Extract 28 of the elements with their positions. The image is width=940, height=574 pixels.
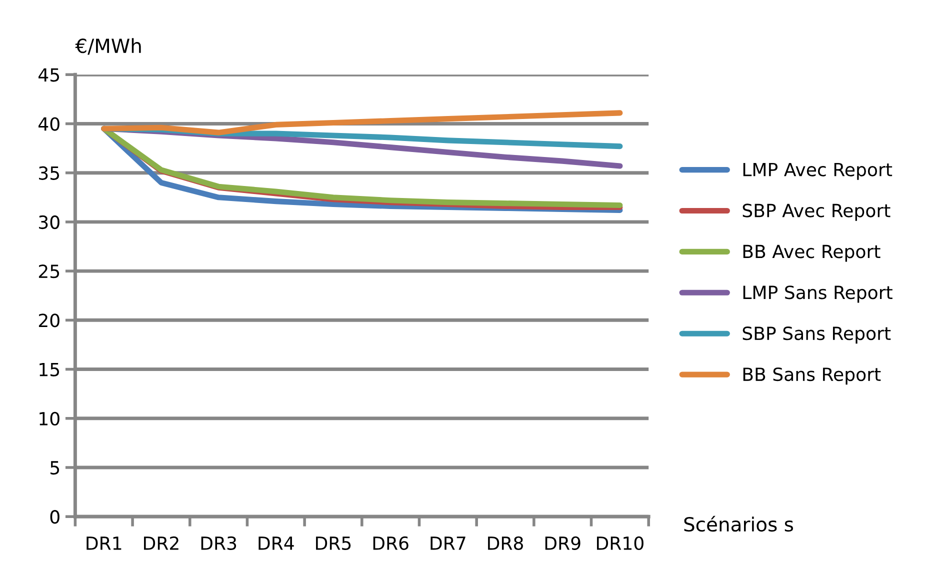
y-tick-label: 25 <box>38 264 60 278</box>
y-tick-label: 5 <box>50 461 60 475</box>
y-tick-label: 20 <box>38 314 60 328</box>
x-tick-label: DR6 <box>373 536 408 550</box>
x-tick-label: DR5 <box>316 536 351 550</box>
x-axis-title: Scénarios s <box>684 516 794 532</box>
x-tick-label: DR8 <box>488 536 523 550</box>
x-tick-label: DR9 <box>545 536 580 550</box>
x-tick-label: DR3 <box>201 536 236 550</box>
y-tick-label: 30 <box>39 215 60 230</box>
y-tick-label: 40 <box>38 117 60 131</box>
x-tick-label: DR10 <box>596 536 644 550</box>
y-tick-label: 0 <box>50 510 60 524</box>
y-tick-label: 45 <box>38 68 60 82</box>
legend-label: LMP Avec Report <box>743 162 892 180</box>
y-axis-title: €/MWh <box>75 38 141 55</box>
legend-label: BB Sans Report <box>743 367 881 385</box>
legend-label: SBP Avec Report <box>742 204 890 221</box>
legend-label: BB Avec Report <box>743 244 880 262</box>
x-tick-label: DR4 <box>258 536 294 550</box>
y-tick-label: 10 <box>40 412 60 426</box>
legend-label: LMP Sans Report <box>743 286 892 303</box>
y-tick-label: 35 <box>39 166 60 180</box>
x-tick-label: DR2 <box>144 536 178 550</box>
y-tick-label: 15 <box>40 362 60 376</box>
x-tick-label: DR1 <box>86 536 122 550</box>
legend-label: SBP Sans Report <box>742 326 891 344</box>
x-tick-label: DR7 <box>430 536 466 550</box>
